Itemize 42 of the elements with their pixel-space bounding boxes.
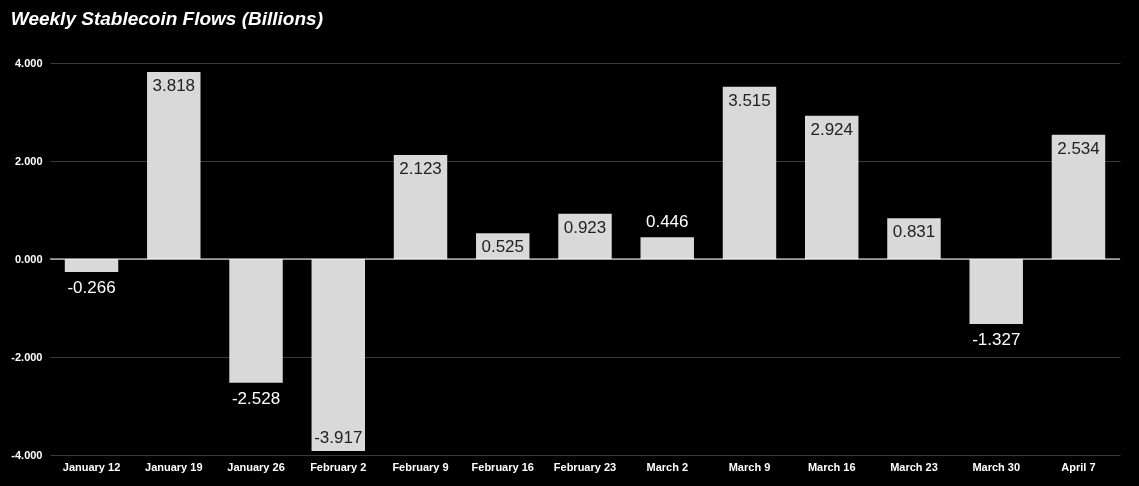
data-label: 3.818 <box>152 75 196 95</box>
data-label: -0.266 <box>67 278 116 298</box>
bar <box>1051 134 1106 259</box>
data-label: 3.515 <box>728 90 771 110</box>
x-tick-label: February 23 <box>553 460 617 473</box>
bar <box>229 259 283 383</box>
data-label: -1.327 <box>972 330 1021 350</box>
bar <box>640 237 694 259</box>
y-tick-label: -2.000 <box>11 350 43 363</box>
y-tick-label: 4.000 <box>14 56 43 69</box>
data-label: 2.123 <box>399 158 442 178</box>
data-label: 0.831 <box>892 222 936 242</box>
data-label: 2.924 <box>810 119 854 139</box>
y-tick-label: 0.000 <box>14 252 43 265</box>
data-label: -2.528 <box>231 388 281 408</box>
x-tick-label: February 9 <box>392 460 449 473</box>
x-tick-label: February 2 <box>310 460 367 473</box>
bar <box>722 86 777 259</box>
bar <box>393 154 448 259</box>
x-tick-label: January 19 <box>145 460 203 473</box>
y-tick-label: 2.000 <box>14 154 43 167</box>
x-tick-label: March 16 <box>807 460 856 473</box>
data-label: 2.534 <box>1057 138 1100 158</box>
bar <box>64 259 119 273</box>
x-tick-label: March 2 <box>646 460 689 473</box>
y-tick-label: -4.000 <box>11 448 43 461</box>
data-label: -3.917 <box>314 427 363 447</box>
x-tick-label: March 9 <box>728 460 771 473</box>
x-tick-label: March 23 <box>890 460 938 473</box>
bar <box>311 259 365 451</box>
data-label: 0.923 <box>563 217 607 237</box>
bar <box>805 115 859 259</box>
x-tick-label: January 26 <box>227 460 285 473</box>
x-tick-label: March 30 <box>972 460 1021 473</box>
bar <box>147 71 201 259</box>
x-tick-label: February 16 <box>471 460 534 473</box>
x-tick-label: January 12 <box>62 460 121 473</box>
x-tick-label: April 7 <box>1061 460 1096 473</box>
chart-title: Weekly Stablecoin Flows (Billions) <box>10 8 323 29</box>
bar <box>969 259 1023 325</box>
data-label: 0.525 <box>481 237 525 257</box>
data-label: 0.446 <box>645 212 689 232</box>
